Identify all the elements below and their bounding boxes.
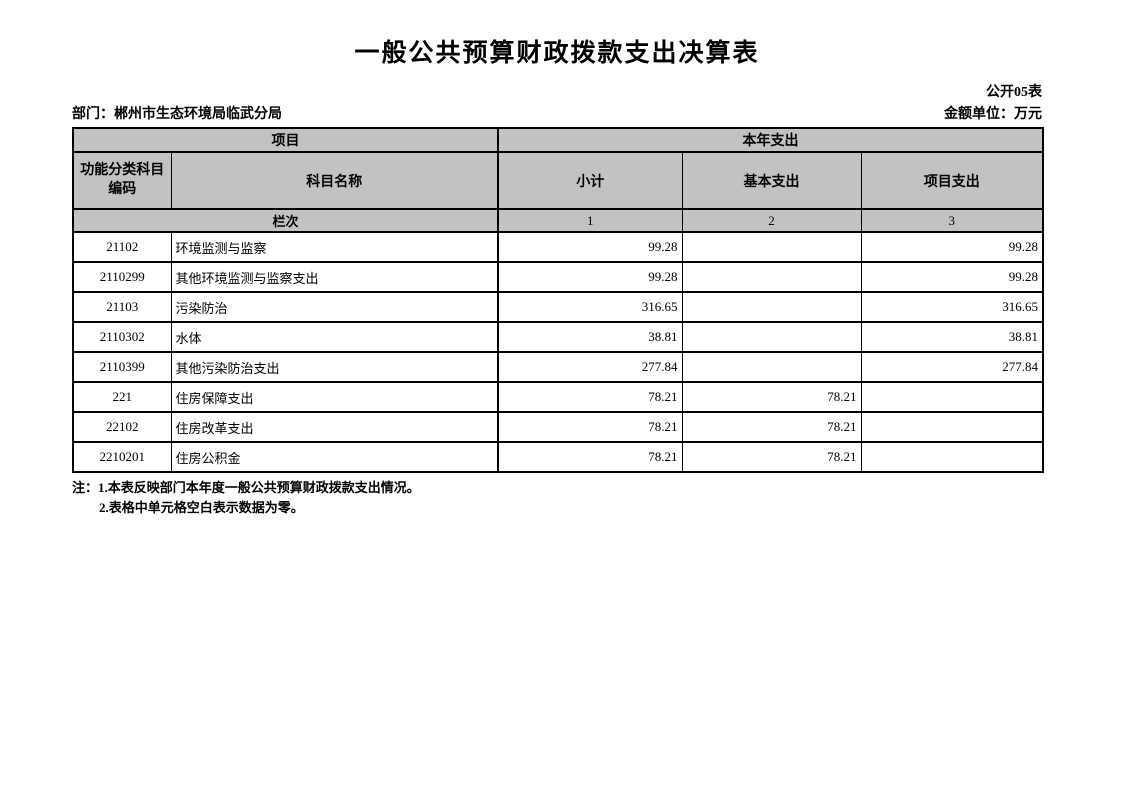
- row-name-cell: 污染防治: [170, 291, 499, 323]
- table-row: 2110399 其他污染防治支出 277.84 277.84: [72, 351, 1044, 383]
- row-subtotal-cell: 99.28: [497, 261, 683, 293]
- row-basic-cell: 78.21: [681, 381, 862, 413]
- header-group-current-year-expenditure: 本年支出: [497, 127, 1044, 153]
- header-group-row: 项目 本年支出: [72, 127, 1044, 153]
- row-project-cell: 99.28: [860, 231, 1044, 263]
- row-code-cell: 2110399: [72, 351, 172, 383]
- header-col-project-expenditure: 项目支出: [860, 151, 1044, 210]
- row-project-cell: 316.65: [860, 291, 1044, 323]
- table-row: 2110299 其他环境监测与监察支出 99.28 99.28: [72, 261, 1044, 293]
- header-col-basic-expenditure: 基本支出: [681, 151, 862, 210]
- unit-label: 金额单位：万元: [944, 107, 1042, 122]
- header-colnum-2: 2: [681, 208, 862, 233]
- row-code-cell: 2210201: [72, 441, 172, 473]
- row-basic-cell: [681, 291, 862, 323]
- page-title: 一般公共预算财政拨款支出决算表: [354, 40, 760, 67]
- header-lanci-label: 栏次: [72, 208, 499, 233]
- table-row: 221 住房保障支出 78.21 78.21: [72, 381, 1044, 413]
- row-name-cell: 环境监测与监察: [170, 231, 499, 263]
- footnote-1: 注：1.本表反映部门本年度一般公共预算财政拨款支出情况。: [72, 480, 420, 495]
- row-basic-cell: [681, 261, 862, 293]
- department-label: 部门：郴州市生态环境局临武分局: [72, 107, 282, 122]
- table-code-label: 公开05表: [986, 85, 1042, 100]
- header-colnum-3: 3: [860, 208, 1044, 233]
- row-basic-cell: 78.21: [681, 411, 862, 443]
- row-name-cell: 住房改革支出: [170, 411, 499, 443]
- header-colnum-1: 1: [497, 208, 683, 233]
- row-subtotal-cell: 78.21: [497, 381, 683, 413]
- row-project-cell: [860, 381, 1044, 413]
- footnote-2: 2.表格中单元格空白表示数据为零。: [99, 500, 304, 515]
- row-project-cell: [860, 441, 1044, 473]
- row-project-cell: 38.81: [860, 321, 1044, 353]
- header-col-subtotal: 小计: [497, 151, 683, 210]
- row-subtotal-cell: 78.21: [497, 411, 683, 443]
- row-code-cell: 22102: [72, 411, 172, 443]
- row-code-cell: 21102: [72, 231, 172, 263]
- row-name-cell: 住房公积金: [170, 441, 499, 473]
- header-col-function-code: 功能分类科目 编码: [72, 151, 172, 210]
- table-row: 22102 住房改革支出 78.21 78.21: [72, 411, 1044, 443]
- row-code-cell: 21103: [72, 291, 172, 323]
- row-subtotal-cell: 277.84: [497, 351, 683, 383]
- row-basic-cell: [681, 321, 862, 353]
- header-columns-row: 功能分类科目 编码 科目名称 小计 基本支出 项目支出: [72, 151, 1044, 210]
- header-lanci-row: 栏次 1 2 3: [72, 208, 1044, 233]
- meta-row: 部门：郴州市生态环境局临武分局 金额单位：万元: [72, 103, 1042, 123]
- row-name-cell: 其他环境监测与监察支出: [170, 261, 499, 293]
- row-name-cell: 住房保障支出: [170, 381, 499, 413]
- row-basic-cell: [681, 351, 862, 383]
- table-row: 2110302 水体 38.81 38.81: [72, 321, 1044, 353]
- expenditure-table: 项目 本年支出 功能分类科目 编码 科目名称 小计 基本支出 项目支出 栏次 1…: [72, 127, 1044, 473]
- table-row: 2210201 住房公积金 78.21 78.21: [72, 441, 1044, 473]
- row-name-cell: 水体: [170, 321, 499, 353]
- row-code-cell: 2110299: [72, 261, 172, 293]
- table-row: 21102 环境监测与监察 99.28 99.28: [72, 231, 1044, 263]
- row-code-cell: 2110302: [72, 321, 172, 353]
- row-project-cell: 277.84: [860, 351, 1044, 383]
- row-project-cell: 99.28: [860, 261, 1044, 293]
- row-basic-cell: [681, 231, 862, 263]
- row-code-cell: 221: [72, 381, 172, 413]
- row-basic-cell: 78.21: [681, 441, 862, 473]
- row-subtotal-cell: 78.21: [497, 441, 683, 473]
- header-col-subject-name: 科目名称: [170, 151, 499, 210]
- row-subtotal-cell: 316.65: [497, 291, 683, 323]
- row-subtotal-cell: 99.28: [497, 231, 683, 263]
- row-name-cell: 其他污染防治支出: [170, 351, 499, 383]
- header-group-project: 项目: [72, 127, 499, 153]
- table-row: 21103 污染防治 316.65 316.65: [72, 291, 1044, 323]
- row-project-cell: [860, 411, 1044, 443]
- row-subtotal-cell: 38.81: [497, 321, 683, 353]
- footnotes: 注：1.本表反映部门本年度一般公共预算财政拨款支出情况。 2.表格中单元格空白表…: [72, 478, 1042, 518]
